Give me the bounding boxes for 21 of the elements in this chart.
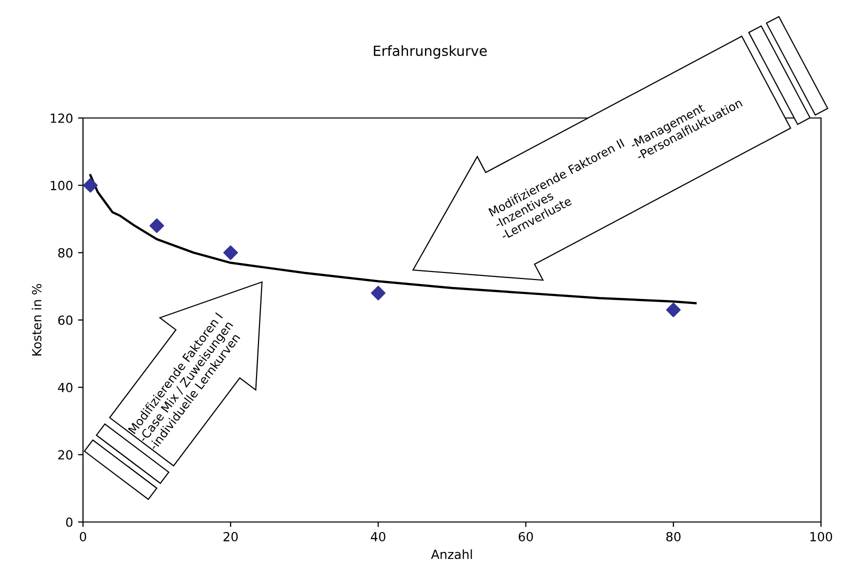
x-axis-title: Anzahl [431, 549, 472, 560]
x-tick-label: 40 [370, 532, 386, 542]
y-tick-label: 60 [58, 315, 72, 325]
y-tick-label: 20 [58, 450, 72, 460]
x-tick-label: 20 [224, 532, 238, 542]
point [83, 178, 98, 193]
x-tick-label: 60 [518, 532, 533, 542]
x-tick-label: 80 [666, 532, 681, 542]
x-tick-label: 100 [810, 532, 832, 542]
x-tick-label: 0 [80, 532, 86, 542]
y-tick-label: 80 [58, 248, 72, 258]
chart-title: Erfahrungskurve [374, 45, 487, 59]
point [223, 245, 238, 260]
y-tick-label: 0 [66, 517, 72, 527]
point [666, 302, 681, 318]
y-tick-label: 40 [58, 382, 72, 392]
y-tick-label: 100 [50, 180, 72, 190]
point [370, 286, 386, 300]
point [150, 218, 164, 234]
y-tick-label: 120 [50, 113, 72, 123]
y-axis-title: Kosten in % [32, 284, 42, 356]
